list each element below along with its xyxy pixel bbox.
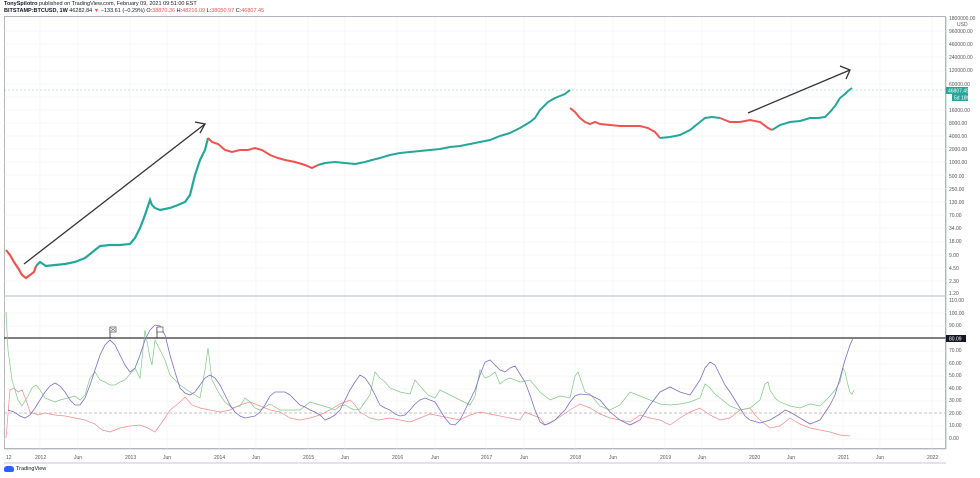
time-tick: 2017 bbox=[481, 455, 492, 461]
time-axis[interactable]: 12 2012 Jun 2013 Jun 2014 Jun 2015 Jun 2… bbox=[6, 455, 938, 461]
flag-markers[interactable] bbox=[109, 326, 164, 338]
price-tick: 2000.00 bbox=[949, 147, 967, 153]
low-value: 38050.97 bbox=[211, 8, 235, 14]
close-value: 46807.45 bbox=[241, 8, 265, 14]
price-tick: 130.00 bbox=[949, 200, 965, 206]
time-tick: Jun bbox=[163, 455, 171, 461]
price-candles bbox=[5, 87, 853, 280]
price-tick: 960000.00 bbox=[949, 29, 973, 35]
time-tick: 2016 bbox=[392, 455, 403, 461]
brand-text[interactable]: TradingView bbox=[16, 466, 47, 472]
time-tick: 2020 bbox=[749, 455, 760, 461]
time-tick: Jun bbox=[252, 455, 260, 461]
chart-frame[interactable] bbox=[4, 16, 946, 449]
time-tick: Jun bbox=[787, 455, 795, 461]
di-plus-line bbox=[5, 311, 855, 411]
osc-tick: 110.00 bbox=[949, 298, 964, 304]
osc-tick: 60.00 bbox=[949, 361, 962, 367]
time-tick: 2019 bbox=[660, 455, 671, 461]
adx-line bbox=[7, 324, 854, 426]
change-value: −133.61 (−0.29%) bbox=[100, 8, 145, 14]
osc-tick: 50.00 bbox=[949, 373, 962, 379]
price-tick: 4000.00 bbox=[949, 134, 967, 140]
price-tick: 16000.00 bbox=[949, 108, 970, 114]
osc-tick: 70.00 bbox=[949, 348, 962, 354]
price-tick: 1800000.00 bbox=[949, 16, 976, 22]
close-label: C: bbox=[235, 8, 242, 14]
time-tick: 2014 bbox=[214, 455, 225, 461]
last-price-badge-text: 46807.45 bbox=[948, 89, 969, 95]
time-tick: Jun bbox=[876, 455, 884, 461]
di-minus-line bbox=[5, 387, 851, 439]
oscillator-axis[interactable]: 110.00 100.00 90.00 70.00 60.00 50.00 40… bbox=[949, 298, 965, 442]
osc-tick: 20.00 bbox=[949, 411, 962, 417]
high-label: H: bbox=[176, 8, 183, 14]
price-tick: 8000.00 bbox=[949, 121, 967, 127]
osc-tick: 40.00 bbox=[949, 386, 962, 392]
trend-arrows[interactable] bbox=[23, 65, 851, 265]
time-tick: 2018 bbox=[570, 455, 581, 461]
time-tick: Jun bbox=[609, 455, 617, 461]
osc-tick: 90.00 bbox=[949, 323, 962, 329]
time-tick: 2012 bbox=[35, 455, 46, 461]
author[interactable]: TonySpilotro bbox=[4, 1, 38, 7]
osc-tick: 30.00 bbox=[949, 398, 962, 404]
price-tick: 460000.00 bbox=[949, 42, 973, 48]
last-price-badge bbox=[946, 87, 968, 94]
footer: TradingView bbox=[4, 466, 46, 472]
level-badge-text: 80.09 bbox=[949, 337, 962, 343]
grid bbox=[39, 17, 933, 449]
currency-label: USD bbox=[957, 22, 968, 28]
price-tick: 4.50 bbox=[949, 266, 959, 272]
price-tick: 70.00 bbox=[949, 213, 962, 219]
symbol-label[interactable]: BITSTAMP:BTCUSD, 1W bbox=[4, 8, 68, 14]
time-tick: Jun bbox=[74, 455, 82, 461]
countdown-badge bbox=[952, 94, 968, 101]
time-tick: Jun bbox=[341, 455, 349, 461]
price-tick: 120000.00 bbox=[949, 68, 973, 74]
price-tick: 1000.00 bbox=[949, 160, 967, 166]
level-badge bbox=[946, 335, 966, 342]
price-tick: 240000.00 bbox=[949, 55, 973, 61]
price-tick: 34.00 bbox=[949, 226, 962, 232]
time-tick: 2013 bbox=[125, 455, 136, 461]
tradingview-logo-icon bbox=[4, 466, 14, 472]
price-tick: 1.20 bbox=[949, 291, 959, 297]
time-tick: 2021 bbox=[838, 455, 849, 461]
price-tick: 250.00 bbox=[949, 187, 965, 193]
price-tick: 2.30 bbox=[949, 279, 959, 285]
osc-tick: 100.00 bbox=[949, 311, 965, 317]
time-tick: 2015 bbox=[303, 455, 314, 461]
osc-tick: 10.00 bbox=[949, 423, 962, 429]
published-text: published on TradingView.com, February 0… bbox=[39, 1, 197, 7]
price-tick: 500.00 bbox=[949, 174, 965, 180]
time-tick: Jun bbox=[698, 455, 706, 461]
last-price: 46282.84 bbox=[69, 8, 93, 14]
open-label: O: bbox=[146, 8, 153, 14]
low-label: L: bbox=[206, 8, 212, 14]
time-tick: 12 bbox=[6, 455, 12, 461]
price-tick: 9.00 bbox=[949, 253, 959, 259]
osc-tick: 0.00 bbox=[949, 436, 959, 442]
price-axis[interactable]: 1800000.00 USD 960000.00 460000.00 24000… bbox=[949, 16, 976, 297]
high-value: 48216.09 bbox=[182, 8, 206, 14]
countdown-badge-text: 5d 18h bbox=[954, 96, 970, 102]
open-value: 38870.36 bbox=[152, 8, 176, 14]
time-tick: 2022 bbox=[927, 455, 938, 461]
chart-header: TonySpilotro published on TradingView.co… bbox=[4, 1, 264, 15]
time-tick: Jun bbox=[431, 455, 439, 461]
time-tick: Jun bbox=[520, 455, 528, 461]
price-tick: 18.00 bbox=[949, 239, 962, 245]
down-triangle-icon: ▼ bbox=[93, 8, 100, 14]
price-tick: 60000.00 bbox=[949, 82, 970, 88]
